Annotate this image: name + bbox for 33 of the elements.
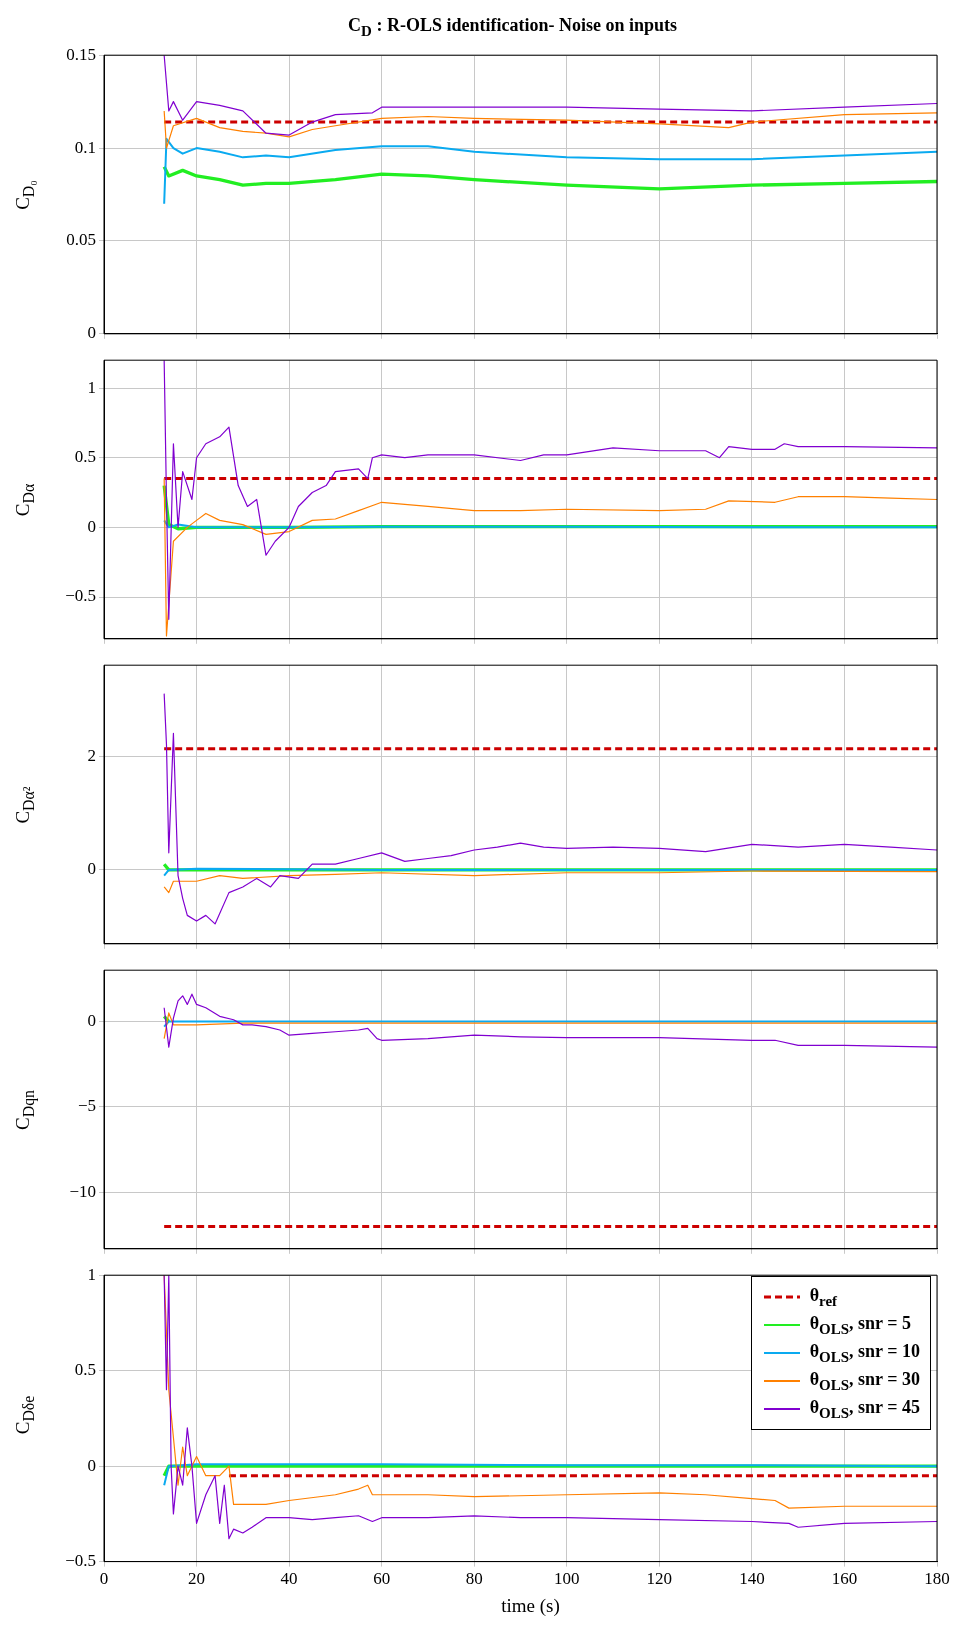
y-tick-label: 1: [87, 377, 96, 397]
legend-label: θ$_{OLS}$, snr = 5: [809, 1312, 911, 1338]
x-tick-label: 20: [188, 1569, 206, 1589]
y-tick-label: −0.5: [65, 586, 96, 606]
y-tick-label: 0.1: [74, 137, 96, 157]
y-tick-label: 0: [87, 859, 96, 879]
y-tick-label: −5: [77, 1096, 96, 1116]
x-tick-label: 140: [739, 1569, 765, 1589]
x-tick-label: 180: [924, 1569, 950, 1589]
y-tick-label: 0.15: [66, 44, 96, 64]
y-tick-label: 0.5: [74, 447, 96, 467]
chart-title: C$_{D}$ : R-OLS identification- Noise on inputs: [347, 14, 678, 41]
y-tick-label: 0: [87, 1010, 96, 1030]
x-tick-label: 60: [373, 1569, 391, 1589]
y-tick-label: −10: [69, 1181, 96, 1201]
y-tick-label: 0: [87, 516, 96, 536]
y-tick-label: 0.05: [66, 230, 96, 250]
x-tick-label: 40: [280, 1569, 298, 1589]
legend-label: θ$_{OLS}$, snr = 30: [809, 1368, 920, 1394]
y-tick-label: −0.5: [65, 1551, 96, 1571]
legend-label: θ$_{OLS}$, snr = 45: [809, 1396, 920, 1422]
y-tick-label: 0: [87, 1455, 96, 1475]
y-tick-label: 1: [87, 1264, 96, 1284]
y-tick-label: 2: [87, 745, 96, 765]
y-tick-label: 0.5: [74, 1360, 96, 1380]
x-axis-title: time (s): [500, 1595, 561, 1617]
legend-label: θ$_{ref}$: [809, 1284, 838, 1310]
legend-label: θ$_{OLS}$, snr = 10: [809, 1340, 920, 1366]
x-tick-label: 120: [646, 1569, 673, 1589]
y-tick-label: 0: [87, 323, 96, 343]
x-tick-label: 80: [465, 1569, 483, 1589]
x-tick-label: 100: [554, 1569, 580, 1589]
x-tick-label: 160: [831, 1569, 858, 1589]
